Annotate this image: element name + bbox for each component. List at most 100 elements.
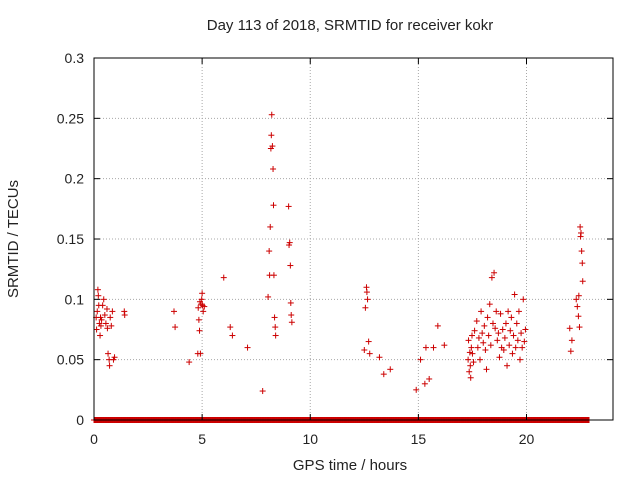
data-point — [568, 337, 575, 344]
data-point — [220, 274, 227, 281]
data-point — [376, 354, 383, 361]
data-point — [566, 325, 573, 332]
data-points-layer — [93, 111, 586, 395]
grid-layer — [94, 58, 613, 420]
data-point — [270, 202, 277, 209]
data-point — [480, 339, 487, 346]
y-tick-label: 0.2 — [65, 171, 85, 187]
data-point — [268, 132, 275, 139]
data-point — [513, 320, 520, 327]
data-point — [271, 314, 278, 321]
data-point — [288, 312, 295, 319]
data-point — [121, 312, 128, 319]
data-point — [417, 356, 424, 363]
data-point — [107, 314, 114, 321]
x-tick-label: 15 — [411, 431, 427, 447]
data-point — [422, 344, 429, 351]
data-point — [512, 344, 519, 351]
data-point — [491, 269, 498, 276]
data-point — [567, 348, 574, 355]
data-point — [497, 310, 504, 317]
data-point — [272, 324, 279, 331]
data-point — [493, 308, 500, 315]
data-point — [364, 296, 371, 303]
data-point — [272, 332, 279, 339]
y-tick-label: 0.05 — [57, 352, 84, 368]
data-point — [473, 318, 480, 325]
data-point — [265, 293, 272, 300]
data-point — [466, 349, 473, 356]
data-point — [285, 203, 292, 210]
data-point — [573, 296, 580, 303]
data-point — [365, 338, 372, 345]
data-point — [499, 326, 506, 333]
data-point — [496, 354, 503, 361]
data-point — [515, 308, 522, 315]
data-point — [98, 316, 105, 323]
data-point — [266, 248, 273, 255]
data-point — [579, 260, 586, 267]
data-point — [477, 356, 484, 363]
data-point — [363, 289, 370, 296]
data-point — [575, 292, 582, 299]
data-point — [488, 274, 495, 281]
data-point — [287, 299, 294, 306]
data-point — [430, 344, 437, 351]
data-point — [522, 326, 529, 333]
data-point — [514, 337, 521, 344]
data-point — [479, 330, 486, 337]
data-point — [201, 303, 208, 310]
data-point — [426, 375, 433, 382]
data-point — [366, 350, 373, 357]
x-tick-labels: 0 5 10 15 20 — [90, 431, 534, 447]
data-point — [105, 350, 112, 357]
data-point — [521, 338, 528, 345]
data-point — [93, 326, 100, 333]
data-point — [574, 303, 581, 310]
data-point — [519, 344, 526, 351]
data-point — [484, 314, 491, 321]
data-point — [511, 291, 518, 298]
data-point — [361, 347, 368, 354]
data-point — [197, 350, 204, 357]
data-point — [286, 239, 293, 246]
data-point — [288, 319, 295, 326]
data-point — [487, 342, 494, 349]
data-point — [227, 324, 234, 331]
x-tick-label: 5 — [198, 431, 206, 447]
data-point — [508, 314, 515, 321]
data-point — [268, 111, 275, 118]
data-point — [481, 322, 488, 329]
data-point — [229, 332, 236, 339]
data-point — [171, 308, 178, 315]
data-point — [101, 312, 108, 319]
data-point — [579, 278, 586, 285]
data-point — [468, 344, 475, 351]
data-point — [95, 292, 102, 299]
data-point — [517, 356, 524, 363]
data-point — [108, 322, 115, 329]
data-point — [471, 327, 478, 334]
data-point — [469, 332, 476, 339]
x-tick-label: 20 — [519, 431, 535, 447]
data-point — [576, 324, 583, 331]
data-point — [504, 362, 511, 369]
data-point — [518, 330, 525, 337]
data-point — [478, 308, 485, 315]
data-point — [466, 368, 473, 375]
data-point — [104, 325, 111, 332]
data-point — [495, 330, 502, 337]
data-point — [287, 262, 294, 269]
data-point — [111, 354, 118, 361]
data-point — [475, 334, 482, 341]
x-tick-label: 10 — [302, 431, 318, 447]
data-point — [99, 302, 106, 309]
data-point — [577, 223, 584, 230]
y-tick-label: 0.1 — [65, 291, 85, 307]
data-point — [501, 334, 508, 341]
data-point — [441, 342, 448, 349]
data-point — [196, 327, 203, 334]
data-point — [94, 308, 101, 315]
data-point — [94, 286, 101, 293]
